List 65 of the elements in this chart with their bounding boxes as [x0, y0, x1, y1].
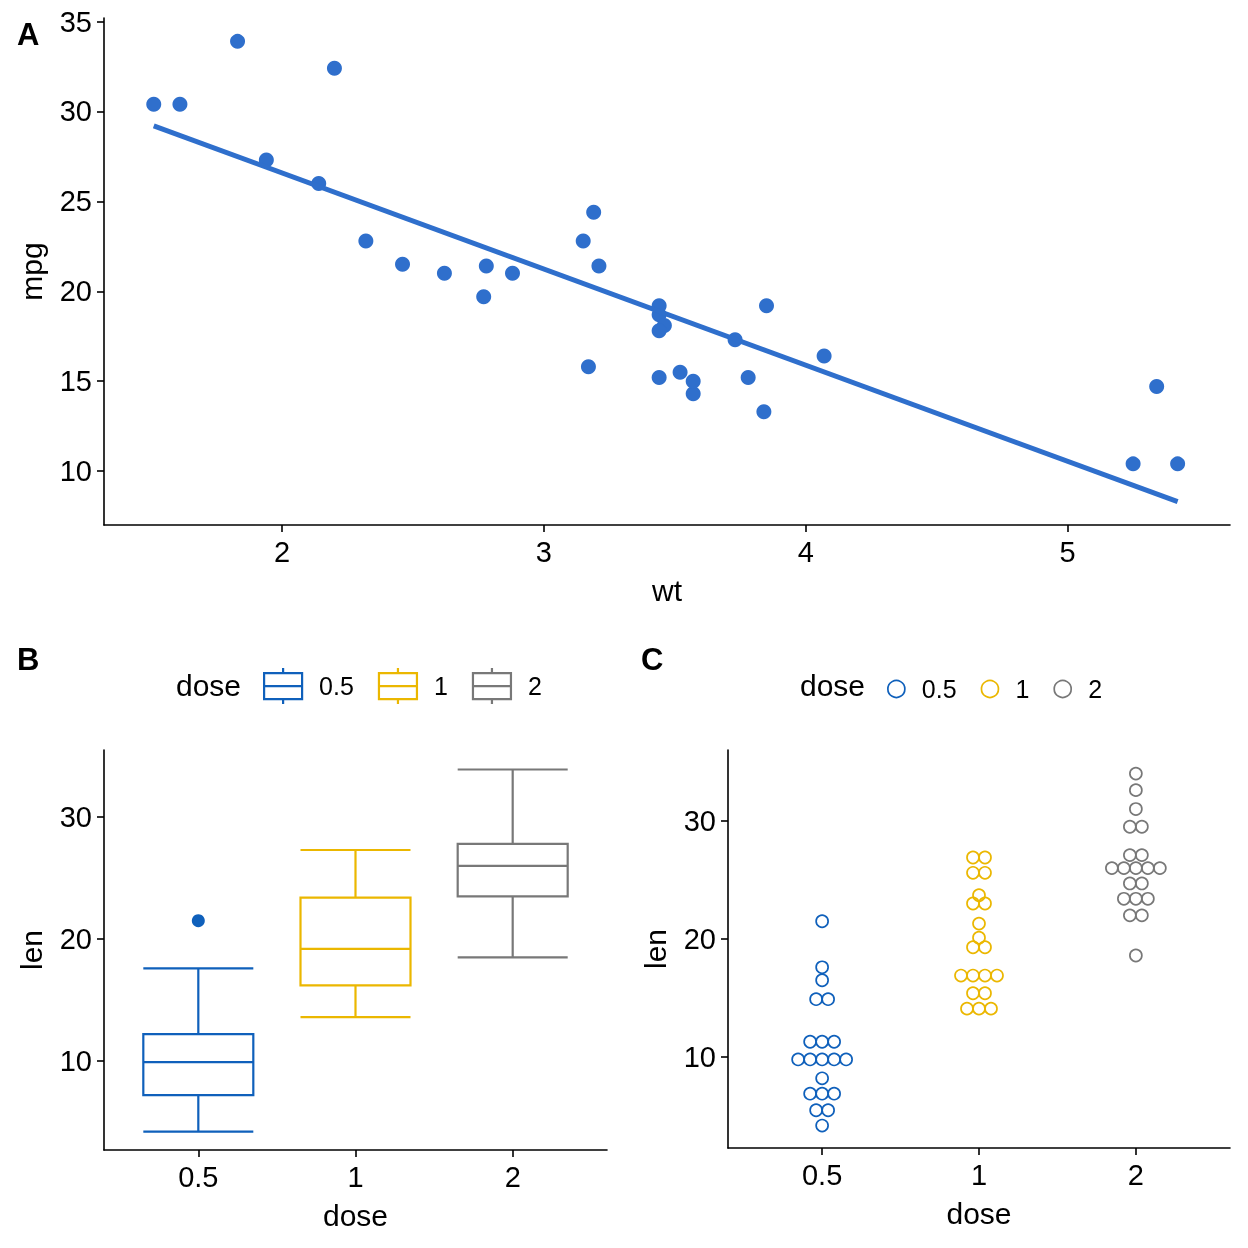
point	[816, 348, 832, 364]
point	[395, 256, 411, 272]
point	[1149, 379, 1165, 395]
x-tick-label: 2	[1127, 1158, 1144, 1191]
chart-title: A	[17, 16, 40, 52]
x-tick-label: 4	[797, 535, 814, 568]
point	[685, 386, 701, 402]
y-tick-label: 10	[59, 455, 92, 488]
x-tick-label: 0.5	[178, 1160, 219, 1193]
y-tick-label: 30	[59, 801, 92, 834]
point	[651, 370, 667, 386]
x-axis-title: dose	[322, 1198, 389, 1232]
legend-label: 0.5	[921, 675, 957, 703]
point	[505, 265, 520, 281]
legend-label: 2	[527, 672, 542, 701]
x-tick-label: 3	[535, 535, 552, 568]
x-tick-label: 5	[1059, 535, 1076, 568]
x-tick-label: 0.5	[801, 1158, 843, 1191]
y-tick-label: 10	[59, 1044, 92, 1077]
y-tick-label: 30	[683, 804, 716, 837]
x-tick-label: 2	[504, 1160, 521, 1193]
point	[230, 33, 246, 49]
y-tick-label: 15	[59, 365, 92, 398]
point	[575, 233, 591, 249]
y-axis-title: mpg	[14, 242, 48, 301]
y-tick-label: 35	[59, 5, 92, 38]
point	[685, 373, 701, 389]
y-tick-label: 20	[59, 923, 92, 956]
legend-title: dose	[800, 668, 866, 702]
x-tick-label: 1	[347, 1160, 364, 1193]
chart-title: C	[641, 641, 664, 677]
y-tick-label: 20	[59, 275, 92, 308]
point	[586, 204, 602, 220]
point	[172, 96, 188, 112]
x-axis-title: dose	[946, 1196, 1012, 1230]
point	[1170, 456, 1186, 472]
y-tick-label: 25	[59, 185, 92, 218]
point	[591, 258, 607, 274]
point	[478, 258, 494, 274]
point	[1125, 456, 1141, 472]
legend-label: 1	[1015, 675, 1030, 703]
point	[580, 359, 596, 375]
point	[358, 233, 374, 249]
point	[146, 96, 162, 112]
y-tick-label: 20	[683, 922, 716, 955]
x-tick-label: 2	[273, 535, 291, 568]
point	[436, 265, 452, 281]
chart-title: B	[17, 641, 40, 677]
x-axis-title: wt	[651, 573, 683, 607]
y-axis-title: len	[14, 929, 48, 971]
point	[476, 289, 492, 305]
y-tick-label: 10	[683, 1041, 716, 1074]
y-axis-title: len	[638, 928, 672, 970]
legend-label: 1	[433, 672, 448, 701]
y-tick-label: 30	[59, 95, 92, 128]
point	[759, 298, 775, 314]
legend-label: 2	[1088, 675, 1103, 703]
point	[651, 323, 667, 339]
legend-label: 0.5	[319, 672, 354, 701]
x-tick-label: 1	[970, 1158, 988, 1191]
point	[756, 404, 772, 420]
point	[672, 364, 688, 380]
legend-title: dose	[176, 668, 242, 702]
point	[740, 370, 756, 386]
point	[326, 60, 342, 76]
